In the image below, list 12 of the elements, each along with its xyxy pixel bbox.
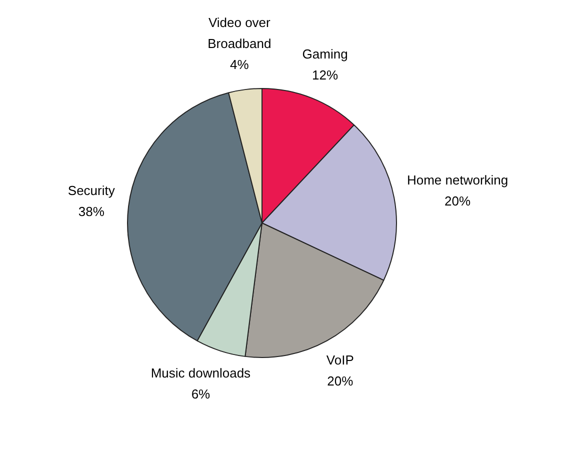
slice-label: VoIP xyxy=(326,352,354,368)
slice-label: Music downloads xyxy=(150,365,252,380)
data-label: 38% xyxy=(78,204,105,219)
slice-label: Security xyxy=(68,182,116,198)
data-label: 4% xyxy=(230,56,250,72)
slice-label: Home networking xyxy=(406,172,508,188)
slice-label: Gaming xyxy=(302,46,348,62)
slice-label: Video over Broadband xyxy=(208,14,272,51)
data-label: 12% xyxy=(312,67,338,82)
data-label: 6% xyxy=(191,386,211,402)
data-label: 20% xyxy=(444,193,471,208)
data-label: 20% xyxy=(327,374,354,389)
